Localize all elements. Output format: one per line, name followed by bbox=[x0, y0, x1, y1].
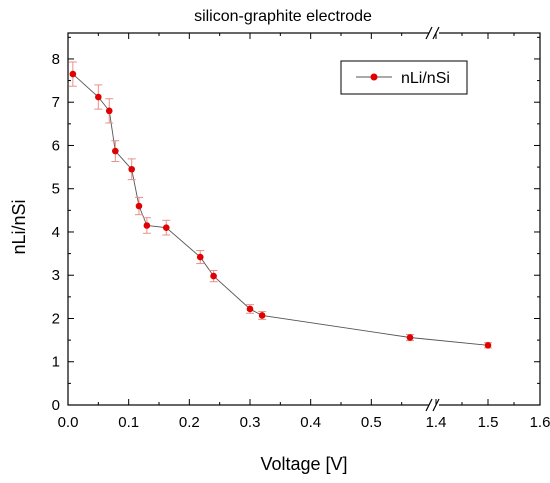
y-tick-label: 4 bbox=[52, 224, 60, 241]
x-axis-break-bottom-gap bbox=[429, 399, 439, 411]
y-tick-label: 3 bbox=[52, 267, 60, 284]
y-tick-label: 2 bbox=[52, 310, 60, 327]
legend-entry-label: nLi/nSi bbox=[401, 70, 450, 87]
x-tick-label: 1.5 bbox=[478, 414, 499, 431]
data-point bbox=[128, 165, 135, 173]
data-point bbox=[246, 305, 254, 313]
plot-area: 0.0 0.1 0.2 0.3 0.4 0.5 1.4 1.5 1.6 0 1 2 3 4 5 6 7 8 bbox=[52, 26, 550, 431]
data-point bbox=[112, 147, 119, 155]
y-axis-label: nLi/nSi bbox=[9, 199, 29, 254]
data-point bbox=[105, 107, 113, 115]
x-tick-label: 0.3 bbox=[240, 414, 261, 431]
x-tick-label: 1.6 bbox=[530, 414, 550, 431]
y-tick-label: 6 bbox=[52, 137, 60, 154]
data-point bbox=[143, 222, 151, 229]
plot-frame bbox=[67, 32, 541, 406]
data-point bbox=[135, 202, 143, 210]
data-point bbox=[406, 334, 414, 341]
data-point bbox=[95, 93, 102, 101]
y-tick-label: 7 bbox=[52, 94, 60, 111]
legend: nLi/nSi bbox=[340, 60, 468, 95]
x-tick-label: 0.1 bbox=[118, 414, 139, 431]
data-point bbox=[484, 342, 492, 349]
data-point bbox=[210, 272, 217, 280]
y-tick-label: 0 bbox=[52, 397, 60, 414]
x-tick-label: 0.4 bbox=[300, 414, 321, 431]
data-point bbox=[258, 312, 266, 319]
x-tick-label: 0.2 bbox=[179, 414, 200, 431]
x-axis-break-top-gap bbox=[429, 27, 439, 39]
x-tick-label: 0.0 bbox=[58, 414, 79, 431]
x-axis-label: Voltage [V] bbox=[260, 454, 347, 474]
legend-marker bbox=[370, 73, 378, 81]
x-axis-break-bottom-slash-1 bbox=[425, 398, 433, 412]
y-tick-label: 5 bbox=[52, 181, 60, 198]
x-tick-label: 1.4 bbox=[426, 414, 447, 431]
data-point bbox=[162, 224, 170, 231]
x-tick-label: 0.5 bbox=[361, 414, 382, 431]
data-point bbox=[196, 253, 204, 261]
x-axis-break-top-slash-1 bbox=[425, 26, 433, 40]
y-tick-label: 8 bbox=[52, 51, 60, 68]
y-tick-label: 1 bbox=[52, 354, 60, 371]
chart-title: silicon-graphite electrode bbox=[194, 8, 372, 25]
data-point bbox=[69, 70, 77, 78]
